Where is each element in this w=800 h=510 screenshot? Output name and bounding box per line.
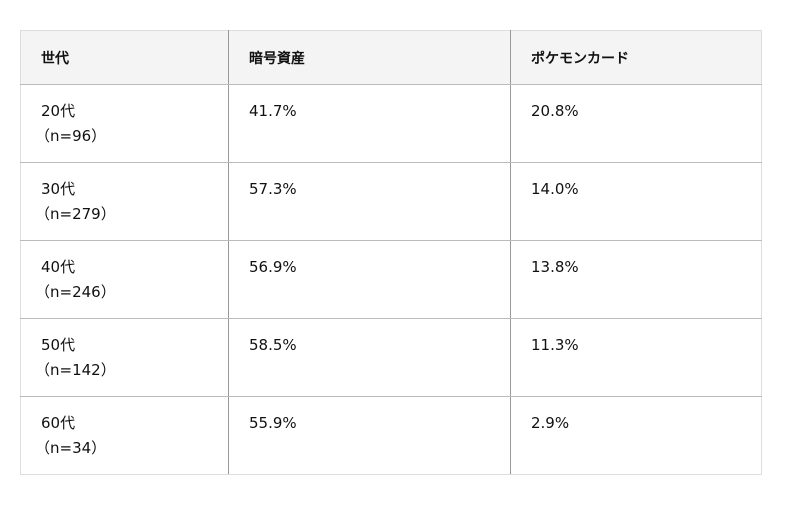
cell-pokemon-card: 13.8% [510,240,762,319]
cell-crypto: 58.5% [228,318,511,397]
data-table: 世代 暗号資産 ポケモンカード 20代 （n=96） 41.7% 20.8% 30代 （n… [20,30,762,475]
sample-size: （n=96） [35,127,107,145]
cell-generation: 60代 （n=34） [20,396,229,475]
table-row: 60代 （n=34） 55.9% 2.9% [20,396,762,475]
cell-crypto: 56.9% [228,240,511,319]
table-row: 20代 （n=96） 41.7% 20.8% [20,84,762,163]
age-label: 60代 [41,414,76,432]
header-crypto: 暗号資産 [228,30,511,85]
cell-generation: 40代 （n=246） [20,240,229,319]
cell-crypto: 55.9% [228,396,511,475]
sample-size: （n=34） [35,439,107,457]
cell-crypto: 41.7% [228,84,511,163]
table-row: 40代 （n=246） 56.9% 13.8% [20,240,762,319]
age-label: 20代 [41,102,76,120]
cell-crypto: 57.3% [228,162,511,241]
cell-pokemon-card: 14.0% [510,162,762,241]
age-label: 40代 [41,258,76,276]
sample-size: （n=279） [35,205,116,223]
cell-pokemon-card: 2.9% [510,396,762,475]
age-label: 50代 [41,336,76,354]
sample-size: （n=142） [35,361,116,379]
cell-pokemon-card: 11.3% [510,318,762,397]
cell-generation: 30代 （n=279） [20,162,229,241]
header-pokemon-card: ポケモンカード [510,30,762,85]
table-row: 50代 （n=142） 58.5% 11.3% [20,318,762,397]
cell-generation: 20代 （n=96） [20,84,229,163]
table-row: 30代 （n=279） 57.3% 14.0% [20,162,762,241]
header-generation: 世代 [20,30,229,85]
sample-size: （n=246） [35,283,116,301]
cell-pokemon-card: 20.8% [510,84,762,163]
age-label: 30代 [41,180,76,198]
cell-generation: 50代 （n=142） [20,318,229,397]
header-row: 世代 暗号資産 ポケモンカード [20,30,762,85]
